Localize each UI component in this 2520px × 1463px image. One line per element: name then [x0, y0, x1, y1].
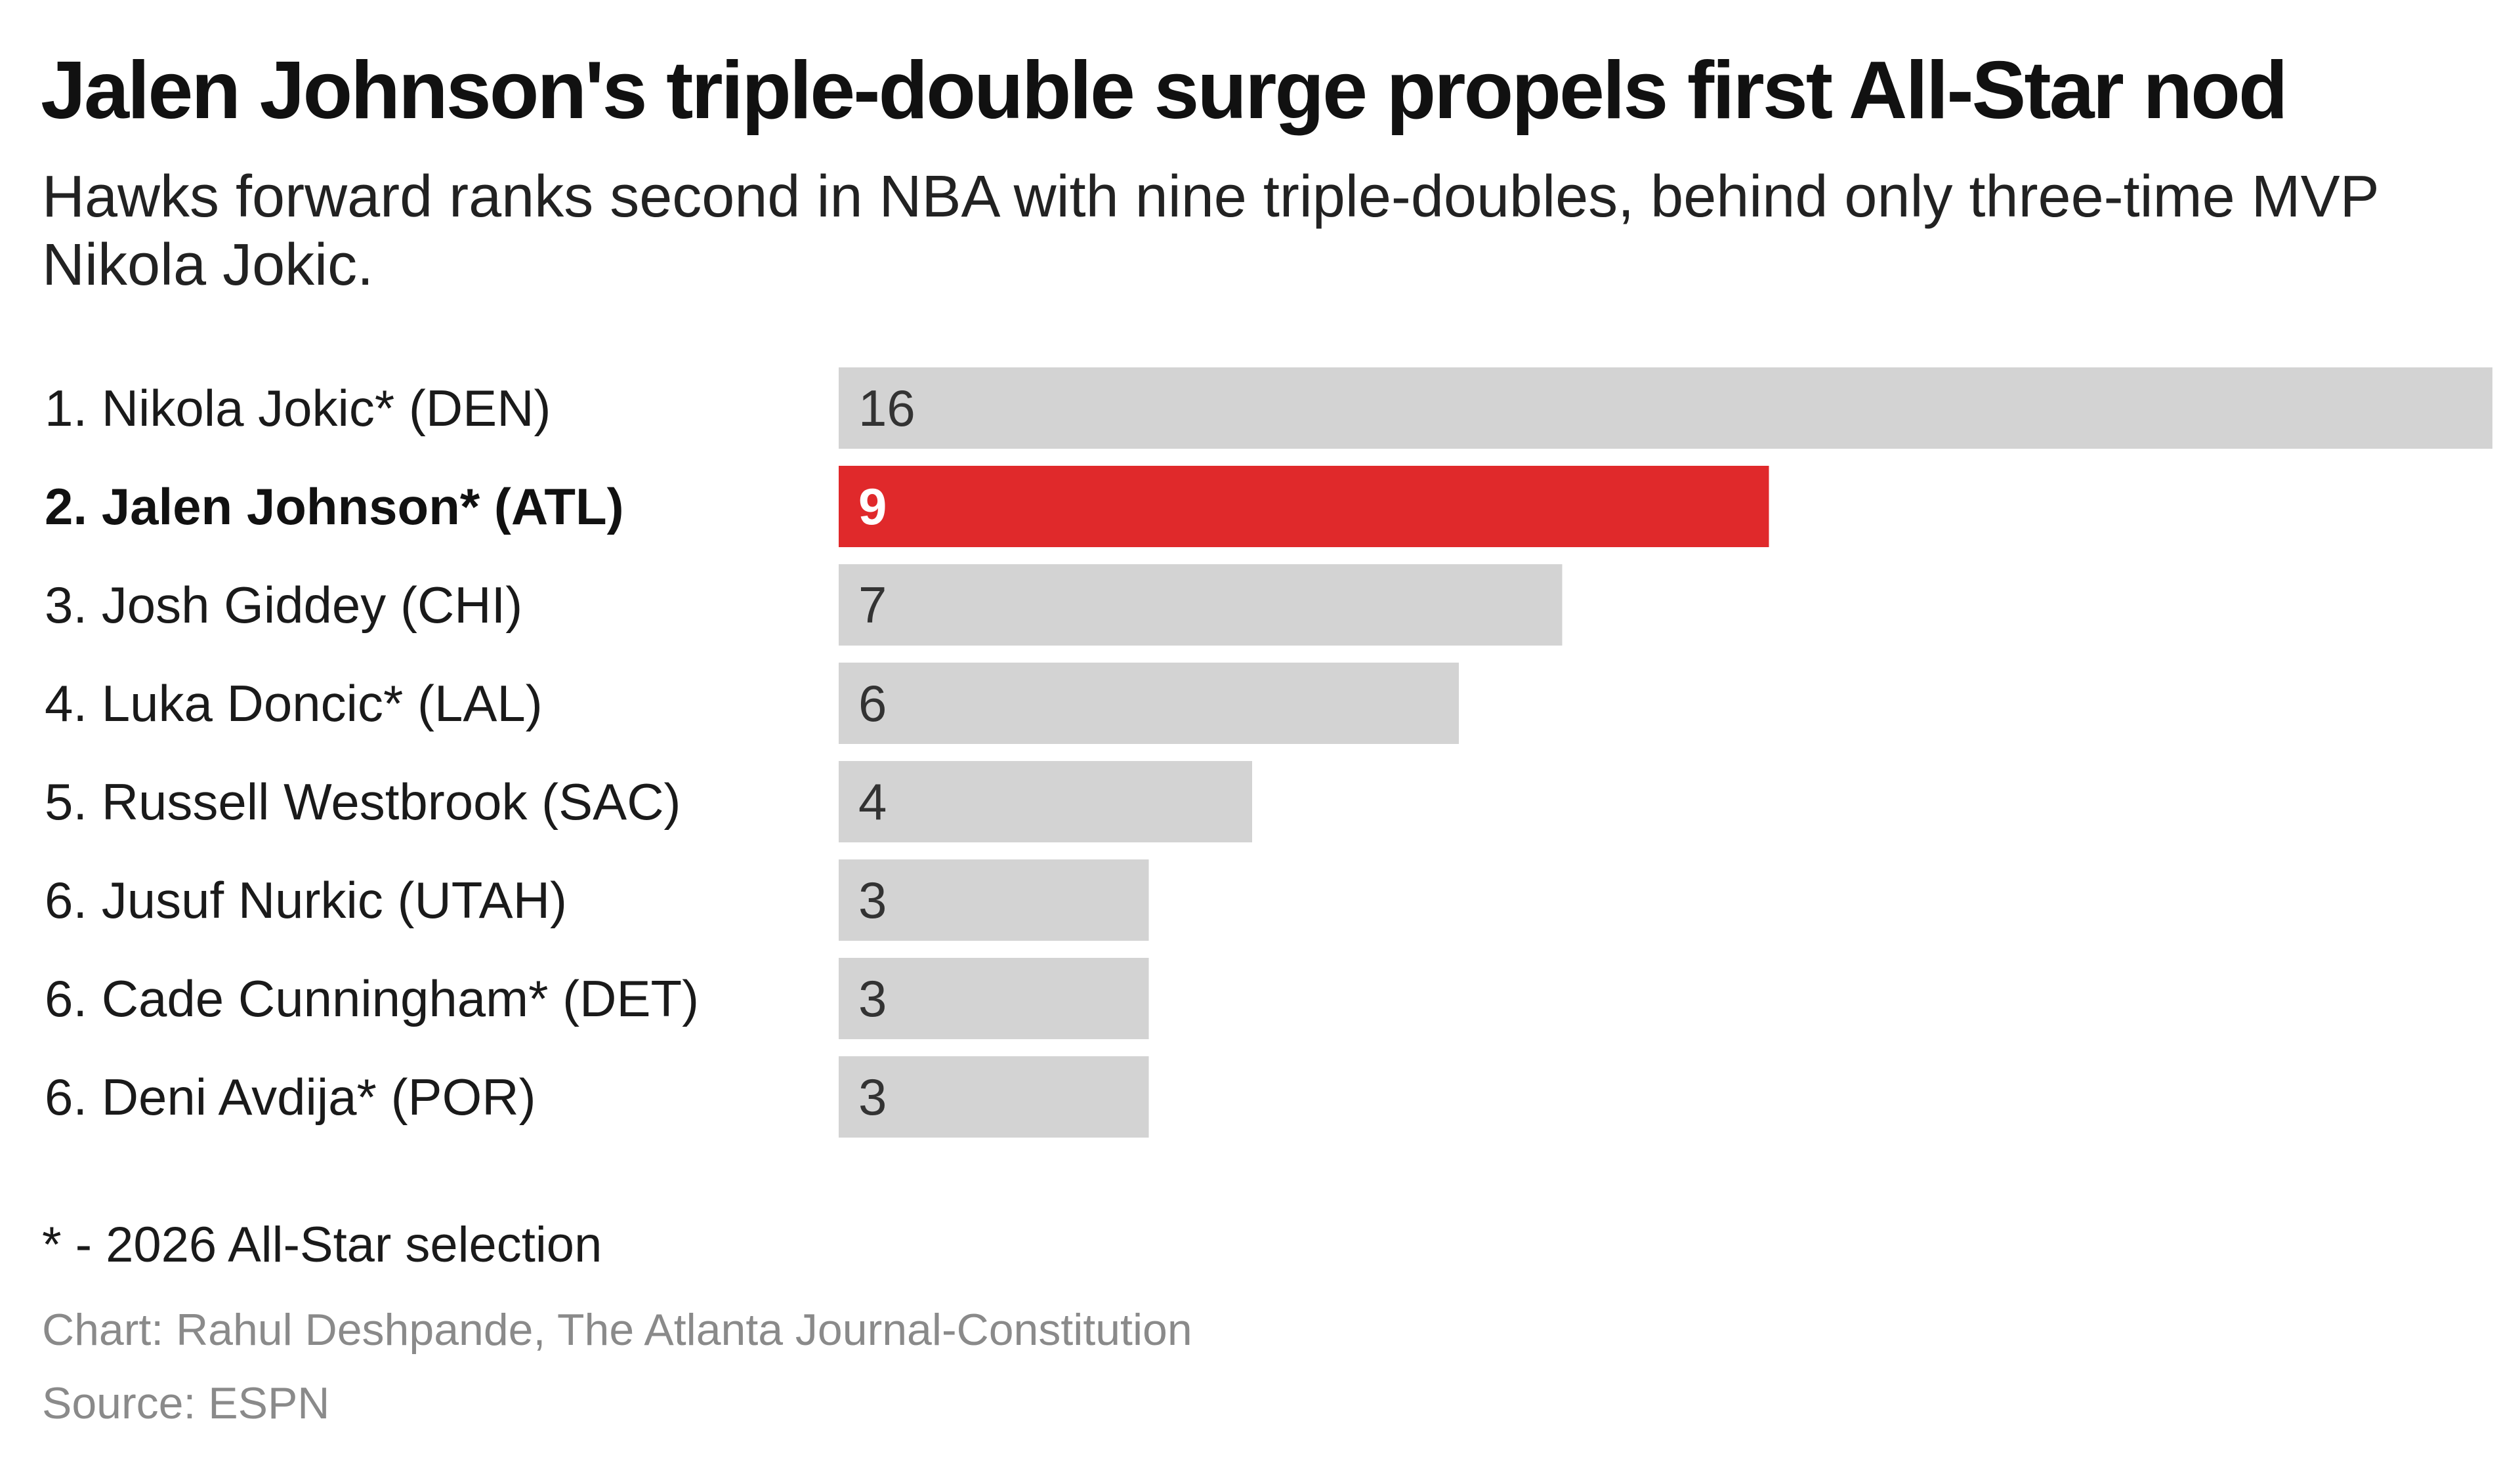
bar-value-label: 6 — [858, 674, 887, 732]
bar — [839, 466, 1769, 547]
category-label: 3. Josh Giddey (CHI) — [45, 576, 522, 634]
bar-value-label: 7 — [858, 576, 887, 634]
chart-credit: Chart: Rahul Deshpande, The Atlanta Jour… — [42, 1305, 1192, 1355]
category-label: 1. Nikola Jokic* (DEN) — [45, 379, 551, 437]
chart-title: Jalen Johnson's triple-double surge prop… — [41, 45, 2288, 136]
bar — [839, 663, 1459, 744]
bar — [839, 367, 2492, 449]
bar-chart: 1. Nikola Jokic* (DEN) 16 2. Jalen Johnson… — [45, 367, 2492, 1138]
category-label: 6. Cade Cunningham* (DET) — [45, 970, 699, 1027]
bar — [839, 1056, 1149, 1138]
all-star-footnote: * - 2026 All-Star selection — [42, 1217, 602, 1273]
category-label: 5. Russell Westbrook (SAC) — [45, 773, 681, 831]
category-label: 6. Jusuf Nurkic (UTAH) — [45, 871, 567, 929]
bar-value-label: 3 — [858, 1068, 887, 1126]
bar-row: 6. Cade Cunningham* (DET) 3 — [45, 958, 1149, 1039]
bar-value-label: 4 — [858, 773, 887, 831]
bar-row: 5. Russell Westbrook (SAC) 4 — [45, 761, 1252, 842]
bar — [839, 761, 1252, 842]
bar-row: 2. Jalen Johnson* (ATL) 9 — [45, 466, 1769, 547]
bar — [839, 958, 1149, 1039]
source-credit: Source: ESPN — [42, 1378, 330, 1428]
category-label: 2. Jalen Johnson* (ATL) — [45, 478, 624, 535]
bar-row: 6. Deni Avdija* (POR) 3 — [45, 1056, 1149, 1138]
bar-row: 4. Luka Doncic* (LAL) 6 — [45, 663, 1459, 744]
bar-row: 6. Jusuf Nurkic (UTAH) 3 — [45, 859, 1149, 941]
category-label: 6. Deni Avdija* (POR) — [45, 1068, 536, 1126]
bars-layer: 1. Nikola Jokic* (DEN) 16 2. Jalen Johnson… — [45, 367, 2492, 1138]
bar-value-label: 3 — [858, 871, 887, 929]
bar-value-label: 9 — [858, 478, 887, 535]
category-label: 4. Luka Doncic* (LAL) — [45, 674, 543, 732]
bar — [839, 859, 1149, 941]
bar-row: 3. Josh Giddey (CHI) 7 — [45, 564, 1563, 646]
chart-subtitle: Hawks forward ranks second in NBA with n… — [42, 164, 2379, 298]
bar-row: 1. Nikola Jokic* (DEN) 16 — [45, 367, 2492, 449]
bar-value-label: 3 — [858, 970, 887, 1027]
bar — [839, 564, 1563, 646]
bar-value-label: 16 — [858, 379, 915, 437]
